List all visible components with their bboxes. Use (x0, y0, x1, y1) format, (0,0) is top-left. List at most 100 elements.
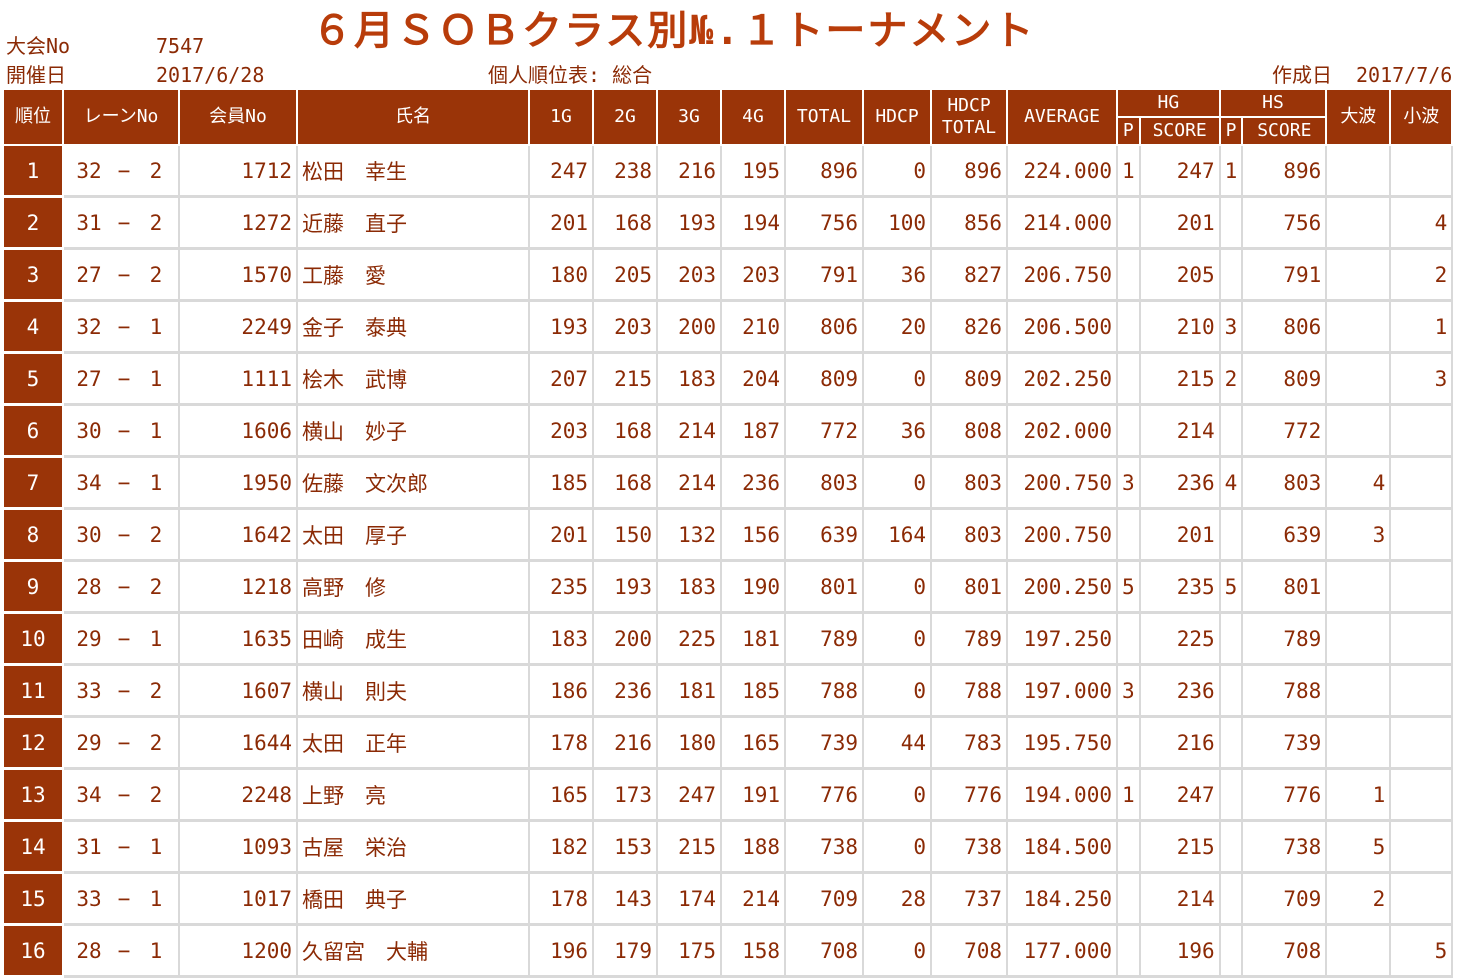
hs-place (1220, 614, 1244, 666)
hg-place (1118, 822, 1141, 874)
big-wave: 2 (1327, 874, 1392, 926)
big-wave (1327, 250, 1392, 302)
game4-score: 194 (722, 198, 786, 250)
game3-score: 215 (658, 822, 722, 874)
col-hdcp-total-line2: TOTAL (941, 117, 997, 138)
game1-score: 203 (530, 406, 594, 458)
game4-score: 191 (722, 770, 786, 822)
hs-place (1220, 406, 1244, 458)
hg-score: 201 (1140, 198, 1221, 250)
total-score: 896 (786, 146, 864, 198)
lane-separator: − (114, 198, 134, 250)
hs-place (1220, 770, 1244, 822)
total-score: 801 (786, 562, 864, 614)
col-game2: 2G (594, 90, 658, 146)
col-lane: レーンNo (64, 90, 180, 146)
small-wave (1391, 822, 1454, 874)
game2-score: 153 (594, 822, 658, 874)
ranking-table: 順位 レーンNo 会員No 氏名 1G 2G 3G 4G TOTAL HDCP … (4, 90, 1454, 978)
handicap: 36 (864, 406, 932, 458)
handicap-total: 789 (932, 614, 1008, 666)
created-label: 作成日 (1272, 63, 1332, 87)
big-wave (1327, 354, 1392, 406)
game2-score: 203 (594, 302, 658, 354)
member-no: 1111 (180, 354, 298, 406)
hg-place: 1 (1118, 146, 1141, 198)
lane-number: 29 (64, 614, 114, 666)
col-member: 会員No (180, 90, 298, 146)
hg-place (1118, 614, 1141, 666)
lane-separator: − (114, 822, 134, 874)
event-no-value: 7547 (156, 34, 205, 58)
game4-score: 156 (722, 510, 786, 562)
table-row: 7 34−1 1950 佐藤 文次郎 185 168 214 236 803 0 803 200.75… (4, 458, 1454, 510)
handicap: 0 (864, 666, 932, 718)
big-wave (1327, 926, 1392, 978)
lane-number: 28 (64, 926, 114, 978)
hs-place (1220, 926, 1244, 978)
col-game3: 3G (658, 90, 722, 146)
lane-number: 31 (64, 822, 114, 874)
hg-place (1118, 354, 1141, 406)
col-average: AVERAGE (1008, 90, 1118, 146)
hs-place: 1 (1220, 146, 1244, 198)
small-wave: 5 (1391, 926, 1454, 978)
average-score: 197.000 (1008, 666, 1118, 718)
table-row: 5 27−1 1111 桧木 武博 207 215 183 204 809 0 809 202.250… (4, 354, 1454, 406)
handicap-total: 737 (932, 874, 1008, 926)
rank-cell: 8 (4, 510, 64, 562)
handicap-total: 826 (932, 302, 1008, 354)
hs-place: 3 (1220, 302, 1244, 354)
average-score: 200.750 (1008, 510, 1118, 562)
game1-score: 185 (530, 458, 594, 510)
rank-cell: 11 (4, 666, 64, 718)
big-wave (1327, 302, 1392, 354)
big-wave: 3 (1327, 510, 1392, 562)
lane-side: 1 (134, 354, 180, 406)
average-score: 195.750 (1008, 718, 1118, 770)
game1-score: 235 (530, 562, 594, 614)
lane-separator: − (114, 926, 134, 978)
lane-separator: − (114, 666, 134, 718)
col-hg: HG (1118, 90, 1221, 118)
lane-separator: − (114, 302, 134, 354)
hs-score: 896 (1243, 146, 1328, 198)
game1-score: 182 (530, 822, 594, 874)
hg-place (1118, 926, 1141, 978)
lane-separator: − (114, 874, 134, 926)
rank-cell: 9 (4, 562, 64, 614)
game1-score: 183 (530, 614, 594, 666)
hg-place (1118, 406, 1141, 458)
total-score: 738 (786, 822, 864, 874)
table-row: 4 32−1 2249 金子 泰典 193 203 200 210 806 20 826 206.50… (4, 302, 1454, 354)
game3-score: 132 (658, 510, 722, 562)
handicap: 0 (864, 770, 932, 822)
handicap: 0 (864, 562, 932, 614)
rank-cell: 15 (4, 874, 64, 926)
lane-number: 34 (64, 458, 114, 510)
member-no: 1607 (180, 666, 298, 718)
hg-score: 236 (1140, 666, 1221, 718)
lane-side: 1 (134, 926, 180, 978)
rank-cell: 10 (4, 614, 64, 666)
player-name: 太田 正年 (298, 718, 530, 770)
game4-score: 188 (722, 822, 786, 874)
lane-side: 2 (134, 510, 180, 562)
big-wave: 1 (1327, 770, 1392, 822)
lane-number: 32 (64, 302, 114, 354)
handicap-total: 708 (932, 926, 1008, 978)
member-no: 1642 (180, 510, 298, 562)
handicap: 0 (864, 822, 932, 874)
table-body: 1 32−2 1712 松田 幸生 247 238 216 195 896 0 896 224.000… (4, 146, 1454, 978)
handicap: 20 (864, 302, 932, 354)
member-no: 1570 (180, 250, 298, 302)
player-name: 横山 妙子 (298, 406, 530, 458)
lane-number: 30 (64, 510, 114, 562)
handicap: 0 (864, 146, 932, 198)
col-hs: HS (1220, 90, 1328, 118)
rank-cell: 12 (4, 718, 64, 770)
total-score: 639 (786, 510, 864, 562)
small-wave: 3 (1391, 354, 1454, 406)
date-value: 2017/6/28 (156, 63, 265, 87)
game2-score: 205 (594, 250, 658, 302)
